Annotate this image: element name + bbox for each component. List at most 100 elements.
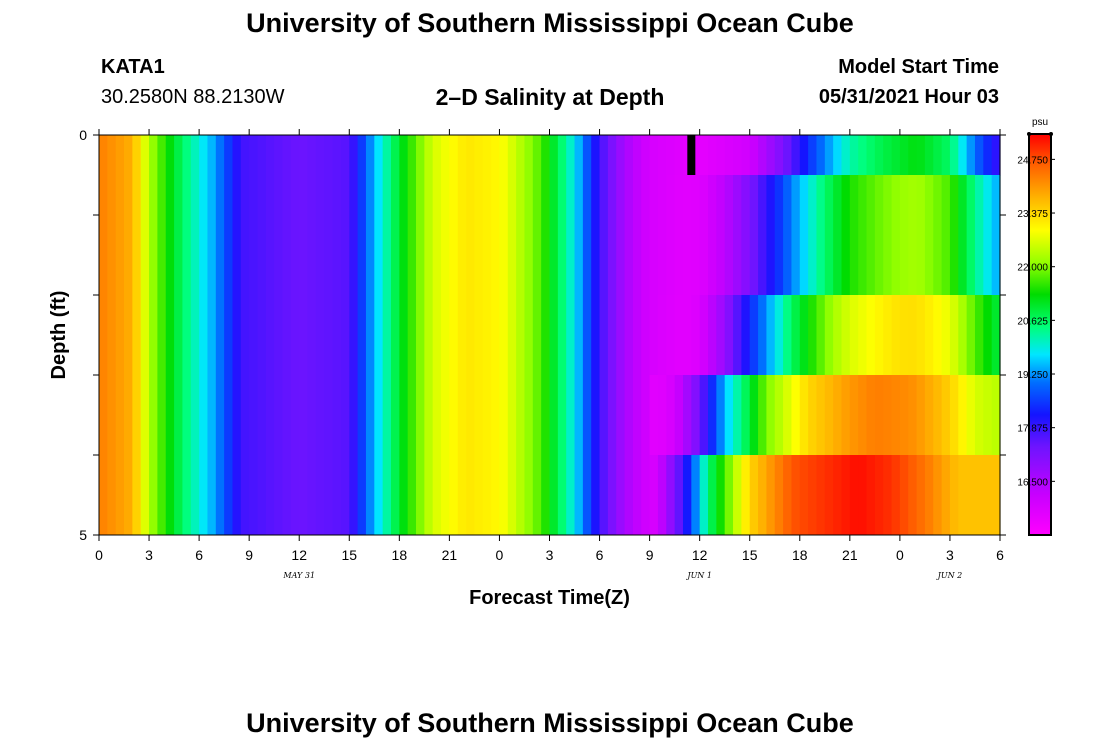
heatmap-cell — [908, 455, 918, 536]
heatmap-cell — [682, 295, 692, 376]
heatmap-cell — [883, 295, 893, 376]
heatmap-cell — [124, 295, 133, 376]
colorbar-tick-label: 24.750 — [1017, 155, 1048, 166]
heatmap-cell — [916, 455, 926, 536]
heatmap-cell — [641, 375, 651, 456]
heatmap-cell — [257, 175, 267, 296]
heatmap-cell — [257, 135, 267, 176]
heatmap-cell — [549, 175, 559, 296]
heatmap-cell — [816, 175, 826, 296]
heatmap-cell — [899, 295, 909, 376]
heatmap-cell — [107, 455, 117, 536]
heatmap-cell — [599, 375, 609, 456]
x-tick-label: 6 — [596, 547, 604, 563]
heatmap-cell — [691, 175, 701, 296]
heatmap-cell — [107, 375, 117, 456]
heatmap-cell — [891, 135, 901, 176]
heatmap-cell — [457, 455, 467, 536]
heatmap-cell — [482, 375, 492, 456]
heatmap-cell — [591, 375, 601, 456]
heatmap-cell — [624, 135, 634, 176]
heatmap-cell — [482, 135, 492, 176]
heatmap-cell — [833, 455, 843, 536]
heatmap-cell — [349, 175, 359, 296]
heatmap-cell — [866, 295, 876, 376]
heatmap-cell — [224, 135, 234, 176]
heatmap-cell — [407, 455, 417, 536]
heatmap-cell — [249, 455, 259, 536]
date-label: JUN 2 — [936, 571, 963, 580]
heatmap-cell — [974, 135, 984, 176]
heatmap-cell — [741, 175, 751, 296]
heatmap-cell — [282, 455, 292, 536]
missing-data-bar — [687, 135, 696, 175]
heatmap-cell — [299, 175, 309, 296]
heatmap-cell — [557, 295, 567, 376]
colorbar-corner-dot — [1027, 132, 1031, 136]
heatmap-cell — [332, 455, 342, 536]
heatmap-cell — [140, 375, 150, 456]
heatmap-cell — [124, 455, 133, 536]
heatmap-cell — [524, 455, 534, 536]
heatmap-cell — [491, 175, 501, 296]
heatmap-cell — [507, 455, 517, 536]
heatmap-cell — [340, 375, 350, 456]
heatmap-cell — [649, 175, 659, 296]
heatmap-cell — [215, 175, 225, 296]
heatmap-cell — [382, 295, 392, 376]
heatmap-cell — [574, 295, 584, 376]
heatmap-cell — [557, 135, 567, 176]
heatmap-cell — [941, 135, 951, 176]
heatmap-cell — [766, 295, 776, 376]
heatmap-cell — [607, 175, 617, 296]
heatmap-cell — [190, 375, 200, 456]
heatmap-cell — [491, 135, 501, 176]
heatmap-cell — [382, 375, 392, 456]
heatmap-cell — [549, 135, 559, 176]
heatmap-cell — [641, 135, 651, 176]
heatmap-cell — [274, 455, 284, 536]
heatmap-cell — [916, 175, 926, 296]
heatmap-cell — [307, 135, 317, 176]
heatmap-cell — [349, 135, 359, 176]
heatmap-cell — [249, 175, 259, 296]
heatmap-cell — [641, 175, 651, 296]
heatmap-cell — [149, 135, 158, 176]
heatmap-cell — [482, 455, 492, 536]
heatmap-cell — [566, 175, 576, 296]
heatmap-cell — [441, 455, 450, 536]
heatmap-cell — [783, 175, 793, 296]
heatmap-cell — [340, 455, 350, 536]
heatmap-cell — [132, 295, 142, 376]
heatmap-cell — [657, 375, 667, 456]
heatmap-cell — [841, 375, 851, 456]
heatmap-cell — [841, 175, 851, 296]
heatmap-cell — [115, 375, 125, 456]
heatmap-cell — [933, 455, 943, 536]
heatmap-cell — [432, 295, 442, 376]
heatmap-cell — [516, 175, 526, 296]
heatmap-cell — [858, 455, 868, 536]
heatmap-cell — [866, 455, 876, 536]
heatmap-cell — [941, 295, 951, 376]
heatmap-cell — [933, 175, 943, 296]
heatmap-cell — [99, 175, 108, 296]
heatmap-cell — [841, 295, 851, 376]
x-axis: 0 3 6 9 12 15 18 21 0 3 6 9 12 15 18 21 0 3 6 MAY 31 JUN 1 JU… — [95, 129, 1004, 580]
heatmap-cell — [449, 175, 459, 296]
heatmap-cell — [874, 295, 884, 376]
heatmap-cell — [557, 455, 567, 536]
heatmap-cell — [390, 175, 400, 296]
heatmap-cell — [791, 175, 801, 296]
heatmap-cell — [374, 295, 384, 376]
heatmap-cell — [466, 135, 476, 176]
heatmap-cell — [524, 175, 534, 296]
heatmap-cell — [991, 135, 1001, 176]
heatmap-cell — [432, 175, 442, 296]
heatmap-cell — [983, 295, 993, 376]
heatmap-cell — [474, 295, 484, 376]
heatmap-cell — [699, 175, 709, 296]
heatmap-cell — [365, 295, 375, 376]
heatmap-cell — [482, 295, 492, 376]
heatmap-cell — [708, 175, 717, 296]
